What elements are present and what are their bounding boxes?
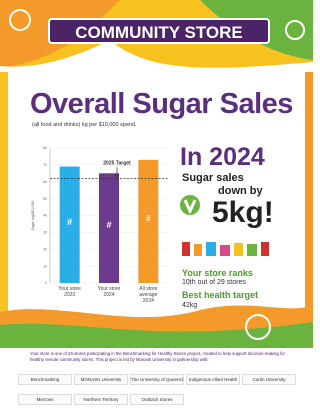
partner-logo: MONASH University [74, 374, 128, 385]
y-tick-label: 10 [43, 264, 47, 268]
y-tick-label: 0 [45, 281, 47, 285]
target: 42kg [182, 302, 197, 309]
footer-text: Your store is one of 29 stores participa… [30, 351, 285, 362]
x-tick-label: All store average 2024 [133, 286, 163, 304]
rank: 10th out of 29 stores [182, 279, 246, 286]
poster: COMMUNITY STORE Overall Sugar Sales (all… [0, 0, 313, 413]
partner-logo: Outback Stores [130, 394, 184, 405]
partner-logo: Indigenous Allied Health [186, 374, 240, 385]
y-tick-label: 40 [43, 214, 47, 218]
value-label: # [67, 217, 72, 227]
title: Overall Sugar Sales [30, 88, 293, 121]
year: In 2024 [180, 143, 265, 172]
x-tick-label: Your store 2024 [94, 286, 124, 298]
y-tick-label: 30 [43, 231, 47, 235]
chart: Sugar (kg)/$10,000 0 10 20 30 40 50 60 70 80 # # #20… [28, 140, 178, 290]
partner-logo: Benchmarking [18, 374, 72, 385]
partner-logo: The University of Queensland [130, 374, 184, 385]
y-axis-label: Sugar (kg)/$10,000 [31, 200, 35, 230]
banner: COMMUNITY STORE [48, 18, 270, 44]
value-label: # [106, 220, 111, 230]
partner-logo: Curtin University [242, 374, 296, 385]
target-title: Best health target [182, 290, 258, 300]
summary-line: Sugar sales [182, 172, 244, 184]
rank-title: Your store ranks [182, 268, 253, 278]
amount: 5kg! [212, 196, 274, 230]
x-tick-label: Your store 2023 [55, 286, 85, 298]
y-tick-label: 80 [43, 146, 47, 150]
subtitle: (all food and drinks) kg per $10,000 spe… [32, 122, 137, 128]
y-tick-label: 70 [43, 163, 47, 167]
value-label: # [146, 213, 151, 223]
target-label: 2025 Target [103, 160, 131, 166]
partner-logo: Northern Territory [74, 394, 128, 405]
partner-logo: Menzies [18, 394, 72, 405]
y-tick-label: 20 [43, 247, 47, 251]
y-tick-label: 50 [43, 197, 47, 201]
y-tick-label: 60 [43, 180, 47, 184]
target-arrow [115, 167, 119, 177]
